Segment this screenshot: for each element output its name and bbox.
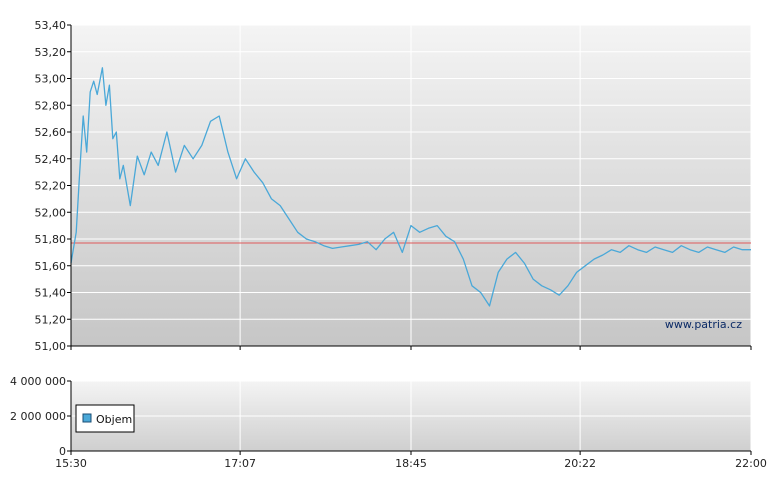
x-tick-label: 18:45 bbox=[395, 457, 427, 470]
legend-label: Objem bbox=[96, 413, 132, 426]
volume-panel: 4 000 000 2 000 000 0 15:30 17:07 18:45 20:22… bbox=[10, 375, 767, 470]
volume-axes bbox=[67, 380, 752, 455]
price-y-tick-label: 51,80 bbox=[35, 233, 67, 246]
price-y-tick-label: 51,00 bbox=[35, 340, 67, 353]
price-y-tick-label: 53,20 bbox=[35, 46, 67, 59]
price-axes bbox=[67, 24, 752, 350]
x-tick-label: 20:22 bbox=[564, 457, 596, 470]
x-tick-labels: 15:30 17:07 18:45 20:22 22:00 bbox=[55, 457, 767, 470]
volume-y-tick-labels: 4 000 000 2 000 000 0 bbox=[10, 375, 66, 458]
price-line bbox=[70, 67, 751, 307]
legend: Objem bbox=[75, 404, 135, 433]
volume-y-tick-label: 4 000 000 bbox=[10, 375, 66, 388]
price-y-tick-label: 52,40 bbox=[35, 153, 67, 166]
x-tick-label: 17:07 bbox=[224, 457, 256, 470]
price-y-tick-label: 53,00 bbox=[35, 73, 67, 86]
price-series bbox=[70, 67, 751, 307]
price-y-tick-label: 52,80 bbox=[35, 99, 67, 112]
price-y-tick-label: 51,40 bbox=[35, 287, 67, 300]
price-grid bbox=[70, 24, 752, 347]
watermark: www.patria.cz bbox=[665, 318, 742, 331]
legend-swatch bbox=[82, 413, 92, 423]
price-y-tick-label: 52,00 bbox=[35, 206, 67, 219]
volume-y-tick-label: 2 000 000 bbox=[10, 410, 66, 423]
volume-y-tick-label: 0 bbox=[59, 445, 66, 458]
x-tick-label: 22:00 bbox=[735, 457, 767, 470]
price-y-tick-label: 51,60 bbox=[35, 260, 67, 273]
x-tick-label: 15:30 bbox=[55, 457, 87, 470]
price-y-tick-label: 52,60 bbox=[35, 126, 67, 139]
price-y-tick-label: 52,20 bbox=[35, 180, 67, 193]
price-panel: 53,40 53,20 53,00 52,80 52,60 52,40 52,20 52,00… bbox=[35, 19, 752, 353]
price-y-tick-labels: 53,40 53,20 53,00 52,80 52,60 52,40 52,20 52,00… bbox=[35, 19, 67, 353]
price-y-tick-label: 53,40 bbox=[35, 19, 67, 32]
price-y-tick-label: 51,20 bbox=[35, 313, 67, 326]
